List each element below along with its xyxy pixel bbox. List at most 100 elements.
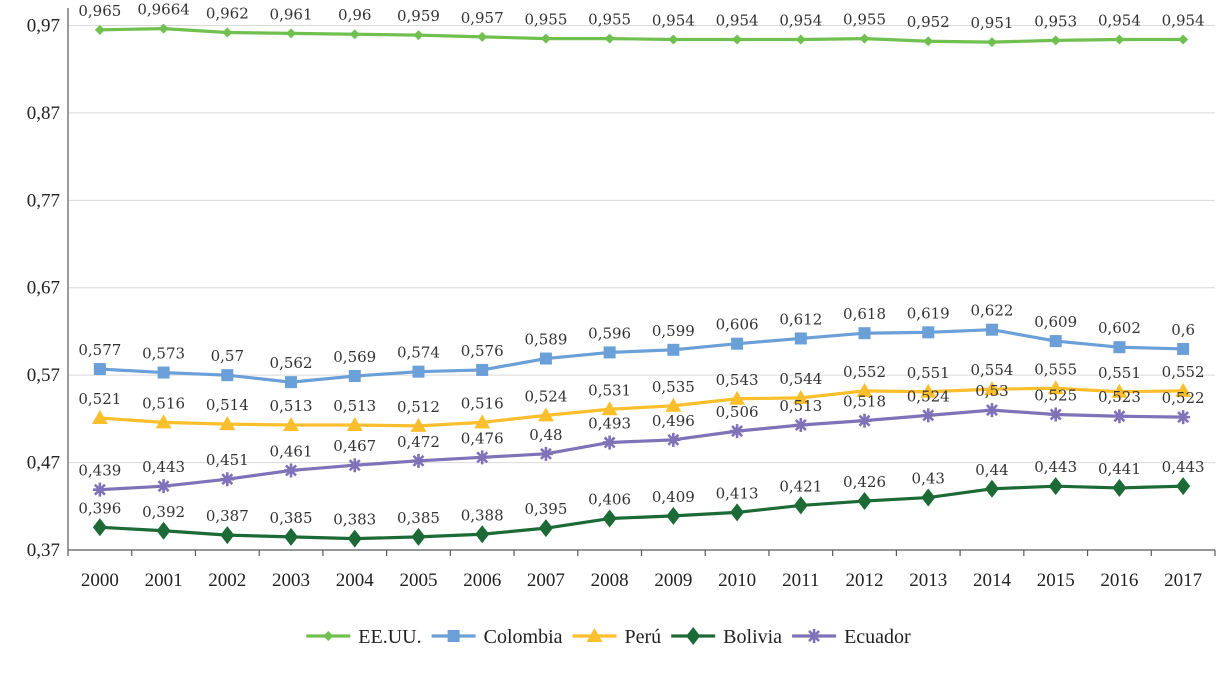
data-point [1112, 478, 1127, 497]
data-label: 0,965 [78, 2, 121, 20]
x-tick-label: 2006 [463, 570, 501, 591]
data-point [475, 525, 490, 544]
y-tick-label: 0,67 [27, 278, 60, 299]
data-point [921, 408, 936, 423]
data-label: 0,516 [142, 394, 185, 412]
data-label: 0,409 [652, 488, 695, 506]
data-point [412, 365, 425, 378]
data-label: 0,551 [907, 364, 950, 382]
data-label: 0,461 [270, 442, 313, 460]
data-point [156, 521, 171, 540]
data-point [732, 34, 743, 45]
data-label: 0,589 [524, 331, 567, 349]
data-label: 0,451 [206, 451, 249, 469]
data-label: 0,443 [1034, 458, 1077, 476]
data-point [1048, 477, 1063, 496]
data-label: 0,524 [524, 387, 567, 405]
series-line [99, 386, 1184, 428]
data-label: 0,555 [1034, 360, 1077, 378]
axes: 0,37 0,47 0,57 0,67 0,77 0,87 0,97 2000 2001 2002… [27, 8, 1216, 591]
x-tick-label: 2007 [527, 570, 565, 591]
data-label: 0,573 [142, 345, 185, 363]
data-label: 0,48 [529, 426, 562, 444]
x-tick-label: 2004 [336, 570, 375, 591]
y-tick-label: 0,57 [27, 365, 60, 386]
data-label: 0,421 [779, 477, 822, 495]
data-label: 0,467 [333, 437, 376, 455]
data-label: 0,596 [588, 324, 631, 342]
data-label: 0,569 [333, 348, 376, 366]
data-label: 0,531 [588, 381, 631, 399]
y-tick-label: 0,37 [27, 540, 60, 561]
series-4 [92, 403, 1191, 497]
data-point [1177, 342, 1190, 355]
data-point [731, 337, 744, 350]
data-label: 0,544 [779, 370, 822, 388]
data-point [285, 376, 298, 389]
data-point [984, 403, 999, 418]
data-label: 0,392 [142, 503, 185, 521]
data-point [410, 417, 427, 432]
data-label: 0,551 [1098, 364, 1141, 382]
data-label: 0,543 [716, 371, 759, 389]
legend-item-2: Perú [572, 626, 661, 648]
data-label: 0,957 [461, 9, 504, 27]
data-point [983, 381, 1000, 396]
data-label: 0,53 [975, 382, 1008, 400]
data-label: 0,577 [78, 341, 121, 359]
data-point [284, 527, 299, 546]
data-point [1178, 34, 1189, 45]
legend-swatch-marker [447, 630, 460, 642]
data-label: 0,516 [461, 394, 504, 412]
data-point [985, 323, 998, 336]
gridlines [68, 24, 1215, 464]
data-label: 0,609 [1034, 313, 1077, 331]
data-label: 0,385 [397, 509, 440, 527]
data-label: 0,513 [779, 397, 822, 415]
series-lines [91, 23, 1192, 548]
data-label: 0,599 [652, 322, 695, 340]
data-label: 0,496 [652, 412, 695, 430]
data-label: 0,383 [333, 511, 376, 529]
data-label: 0,385 [270, 509, 313, 527]
data-label: 0,387 [206, 507, 249, 525]
data-point [220, 526, 235, 545]
y-tick-label: 0,97 [27, 15, 60, 36]
legend-swatch-marker [686, 627, 701, 645]
data-label: 0,554 [970, 361, 1013, 379]
data-label: 0,96 [338, 6, 371, 24]
data-label: 0,574 [397, 344, 440, 362]
data-label: 0,443 [142, 458, 185, 476]
legend-item-3: Bolivia [671, 626, 782, 648]
data-point [220, 472, 235, 487]
data-label: 0,521 [78, 390, 121, 408]
data-label: 0,523 [1098, 388, 1141, 406]
data-point [1113, 341, 1126, 354]
data-point [93, 363, 106, 376]
x-tick-label: 2017 [1164, 570, 1202, 591]
data-point [157, 366, 170, 379]
legend-label: Colombia [484, 626, 563, 648]
data-point [348, 370, 361, 383]
data-point [411, 453, 426, 468]
legend-swatch-marker [323, 631, 334, 641]
data-label: 0,959 [397, 7, 440, 25]
x-tick-label: 2008 [591, 570, 629, 591]
data-labels: 0,965 0,9664 0,962 0,961 0,96 0,959 0,957 0,955… [78, 1, 1204, 529]
data-label: 0,6 [1171, 321, 1195, 339]
data-label: 0,396 [78, 499, 121, 517]
data-label: 0,954 [1162, 11, 1205, 29]
data-point [91, 409, 108, 424]
data-point [920, 383, 937, 398]
data-point [984, 479, 999, 498]
data-point [666, 506, 681, 525]
data-label: 0,525 [1034, 387, 1077, 405]
data-point [602, 435, 617, 450]
data-point [411, 527, 426, 546]
legend-item-0: EE.UU. [306, 626, 422, 648]
data-label: 0,954 [779, 11, 822, 29]
data-point [795, 34, 806, 45]
y-tick-label: 0,87 [27, 103, 60, 124]
x-tick-label: 2010 [718, 570, 756, 591]
series-3 [92, 477, 1191, 548]
